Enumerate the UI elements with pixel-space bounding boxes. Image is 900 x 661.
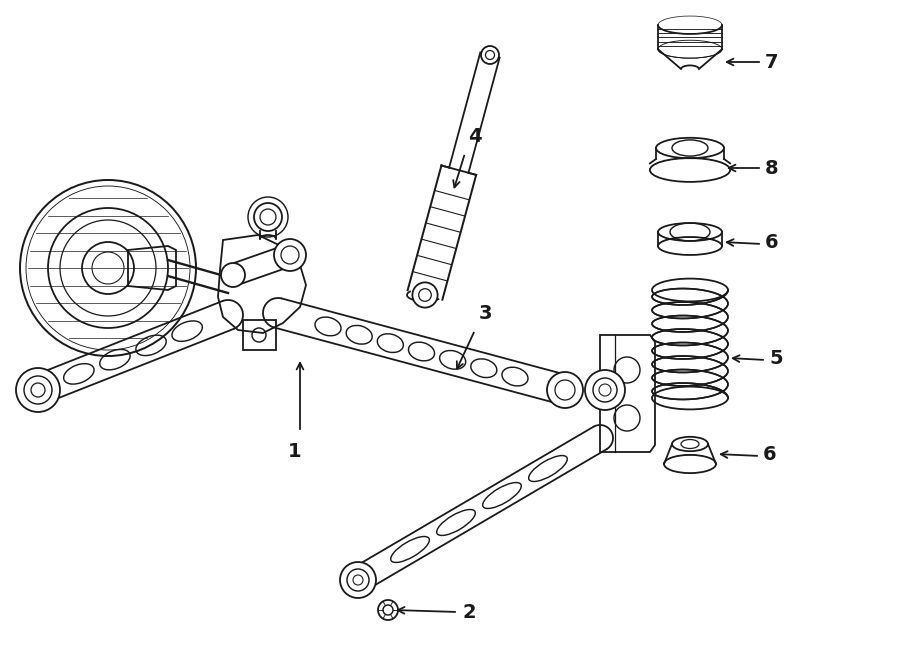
Circle shape (274, 239, 306, 271)
Circle shape (585, 370, 625, 410)
Circle shape (593, 378, 617, 402)
Polygon shape (230, 245, 293, 286)
Polygon shape (32, 301, 233, 404)
Circle shape (24, 376, 52, 404)
Text: 2: 2 (462, 602, 475, 621)
Text: 5: 5 (769, 348, 783, 368)
Circle shape (92, 252, 124, 284)
Text: 1: 1 (288, 442, 302, 461)
Text: 6: 6 (765, 233, 778, 251)
Polygon shape (128, 246, 176, 290)
Polygon shape (600, 335, 655, 452)
Text: 3: 3 (479, 304, 492, 323)
Bar (654, 290, 726, 398)
Text: 6: 6 (763, 444, 777, 463)
Circle shape (254, 203, 282, 231)
Circle shape (378, 600, 398, 620)
Polygon shape (449, 52, 500, 173)
Polygon shape (243, 320, 276, 350)
Circle shape (248, 197, 288, 237)
Polygon shape (274, 299, 569, 405)
Circle shape (221, 263, 245, 287)
Circle shape (547, 372, 583, 408)
Polygon shape (218, 235, 306, 333)
Text: 7: 7 (765, 52, 778, 71)
Circle shape (481, 46, 499, 64)
Polygon shape (408, 165, 476, 299)
Circle shape (16, 368, 60, 412)
Text: 8: 8 (765, 159, 778, 178)
Text: 4: 4 (468, 127, 482, 146)
Circle shape (347, 569, 369, 591)
Circle shape (340, 562, 376, 598)
Circle shape (412, 282, 437, 307)
Polygon shape (351, 427, 607, 591)
